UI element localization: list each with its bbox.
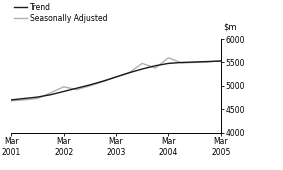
Text: $m: $m [223,23,236,32]
Legend: Trend, Seasonally Adjusted: Trend, Seasonally Adjusted [11,0,110,26]
